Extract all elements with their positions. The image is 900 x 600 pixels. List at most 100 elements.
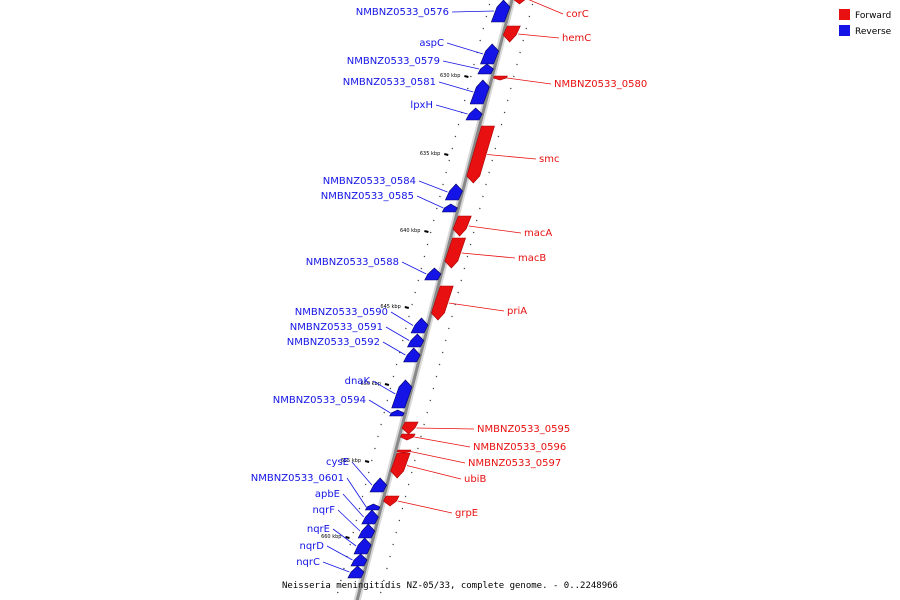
minor-tick xyxy=(389,555,391,558)
scale-tick-label: 645 kbp xyxy=(380,304,400,310)
scale-tick-label: 655 kbp xyxy=(341,458,361,464)
minor-tick xyxy=(423,423,425,426)
gene-apbE-reverse[interactable] xyxy=(361,509,379,525)
gene-leader-line xyxy=(414,436,471,448)
gene-label-NMBNZ0533_0581[interactable]: NMBNZ0533_0581 xyxy=(343,77,436,88)
gene-label-cysE[interactable]: cysE xyxy=(326,457,349,468)
minor-tick xyxy=(380,423,382,426)
gene-grpE-forward[interactable] xyxy=(383,495,400,507)
gene-NMBNZ0533_0594-reverse[interactable] xyxy=(389,409,405,417)
minor-tick xyxy=(411,303,413,306)
gene-macA-forward[interactable] xyxy=(452,215,472,237)
gene-NMBNZ0533_0596-forward[interactable] xyxy=(400,433,416,441)
gene-label-NMBNZ0533_0601[interactable]: NMBNZ0533_0601 xyxy=(251,473,344,484)
gene-label-NMBNZ0533_0591[interactable]: NMBNZ0533_0591 xyxy=(290,322,383,333)
gene-nqrF-reverse[interactable] xyxy=(357,523,376,539)
gene-label-macA[interactable]: macA xyxy=(524,228,552,239)
gene-label-NMBNZ0533_0597[interactable]: NMBNZ0533_0597 xyxy=(468,458,561,469)
gene-label-corC[interactable]: corC xyxy=(566,9,589,20)
minor-tick xyxy=(423,255,426,258)
minor-tick xyxy=(445,171,447,174)
minor-tick xyxy=(491,159,494,162)
gene-macB-forward[interactable] xyxy=(444,237,467,269)
gene-lpxH-reverse[interactable] xyxy=(465,107,483,121)
gene-hemC-forward[interactable] xyxy=(502,25,521,43)
gene-label-NMBNZ0533_0596[interactable]: NMBNZ0533_0596 xyxy=(473,442,566,453)
gene-leader-line xyxy=(326,545,353,561)
gene-smc-forward[interactable] xyxy=(466,125,495,184)
minor-tick xyxy=(420,435,422,438)
gene-NMBNZ0533_0581-reverse[interactable] xyxy=(469,79,490,105)
gene-label-hemC[interactable]: hemC xyxy=(562,33,591,44)
gene-label-NMBNZ0533_0595[interactable]: NMBNZ0533_0595 xyxy=(477,424,570,435)
major-tick xyxy=(404,306,410,309)
minor-tick xyxy=(367,471,370,474)
minor-tick xyxy=(448,159,451,162)
minor-tick xyxy=(352,531,355,534)
gene-label-grpE[interactable]: grpE xyxy=(455,508,478,519)
gene-leader-line xyxy=(346,477,367,508)
minor-tick xyxy=(389,387,392,390)
scale-tick-label: 650 kbp xyxy=(361,381,381,387)
gene-priA-forward[interactable] xyxy=(431,285,454,321)
gene-label-NMBNZ0533_0576[interactable]: NMBNZ0533_0576 xyxy=(356,7,449,18)
gene-NMBNZ0533_0590-reverse[interactable] xyxy=(410,317,429,334)
gene-NMBNZ0533_0580-forward[interactable] xyxy=(492,75,508,81)
gene-label-NMBNZ0533_0584[interactable]: NMBNZ0533_0584 xyxy=(323,176,416,187)
minor-tick xyxy=(439,195,441,198)
gene-cysE-reverse[interactable] xyxy=(369,477,388,493)
gene-label-aspC[interactable]: aspC xyxy=(419,38,444,49)
minor-tick xyxy=(426,243,429,246)
gene-label-macB[interactable]: macB xyxy=(518,253,546,264)
minor-tick xyxy=(522,39,525,42)
gene-leader-line xyxy=(337,509,361,532)
gene-label-dnaK[interactable]: dnaK xyxy=(345,376,371,387)
gene-label-nqrD[interactable]: nqrD xyxy=(300,541,325,552)
gene-label-apbE[interactable]: apbE xyxy=(315,489,340,500)
gene-leader-line xyxy=(461,252,516,259)
genome-backbone xyxy=(353,0,516,600)
gene-label-NMBNZ0533_0579[interactable]: NMBNZ0533_0579 xyxy=(347,56,440,67)
minor-tick xyxy=(398,351,401,354)
gene-corC-forward[interactable] xyxy=(513,0,529,5)
gene-label-priA[interactable]: priA xyxy=(507,306,527,317)
gene-NMBNZ0533_0579-reverse[interactable] xyxy=(477,63,494,75)
gene-ubiB-forward[interactable] xyxy=(390,452,411,479)
major-tick xyxy=(364,460,370,463)
gene-NMBNZ0533_0576-reverse[interactable] xyxy=(490,0,511,23)
minor-tick xyxy=(407,483,410,486)
gene-leader-line xyxy=(401,261,427,275)
gene-dnaK-reverse[interactable] xyxy=(391,379,413,409)
gene-NMBNZ0533_0584-reverse[interactable] xyxy=(444,183,463,201)
gene-label-NMBNZ0533_0590[interactable]: NMBNZ0533_0590 xyxy=(295,307,388,318)
gene-nqrC-reverse[interactable] xyxy=(347,565,365,579)
gene-label-lpxH[interactable]: lpxH xyxy=(410,100,433,111)
gene-label-NMBNZ0533_0592[interactable]: NMBNZ0533_0592 xyxy=(287,337,380,348)
gene-NMBNZ0533_0585-reverse[interactable] xyxy=(441,203,458,213)
minor-tick xyxy=(451,147,454,150)
minor-tick xyxy=(506,99,509,102)
gene-label-NMBNZ0533_0585[interactable]: NMBNZ0533_0585 xyxy=(321,191,414,202)
gene-label-ubiB[interactable]: ubiB xyxy=(464,474,486,485)
gene-NMBNZ0533_0592-reverse[interactable] xyxy=(403,347,421,363)
gene-leader-line xyxy=(528,0,564,15)
minor-tick xyxy=(404,495,407,498)
gene-label-nqrE[interactable]: nqrE xyxy=(307,524,330,535)
gene-NMBNZ0533_0588-reverse[interactable] xyxy=(424,267,442,281)
gene-NMBNZ0533_0601-reverse[interactable] xyxy=(364,503,381,511)
gene-nqrD-reverse[interactable] xyxy=(350,553,368,567)
gene-label-nqrC[interactable]: nqrC xyxy=(296,557,320,568)
minor-tick xyxy=(482,195,484,198)
gene-label-smc[interactable]: smc xyxy=(539,154,559,165)
gene-NMBNZ0533_0591-reverse[interactable] xyxy=(406,333,425,348)
gene-NMBNZ0533_0595-forward[interactable] xyxy=(401,421,419,435)
gene-label-nqrF[interactable]: nqrF xyxy=(312,505,335,516)
gene-label-NMBNZ0533_0588[interactable]: NMBNZ0533_0588 xyxy=(306,257,399,268)
gene-NMBNZ0533_0597-forward[interactable] xyxy=(396,449,412,454)
minor-tick xyxy=(448,327,450,330)
minor-tick xyxy=(386,399,389,402)
gene-label-NMBNZ0533_0594[interactable]: NMBNZ0533_0594 xyxy=(273,395,366,406)
gene-label-NMBNZ0533_0580[interactable]: NMBNZ0533_0580 xyxy=(554,79,647,90)
legend: Forward Reverse xyxy=(839,9,892,37)
